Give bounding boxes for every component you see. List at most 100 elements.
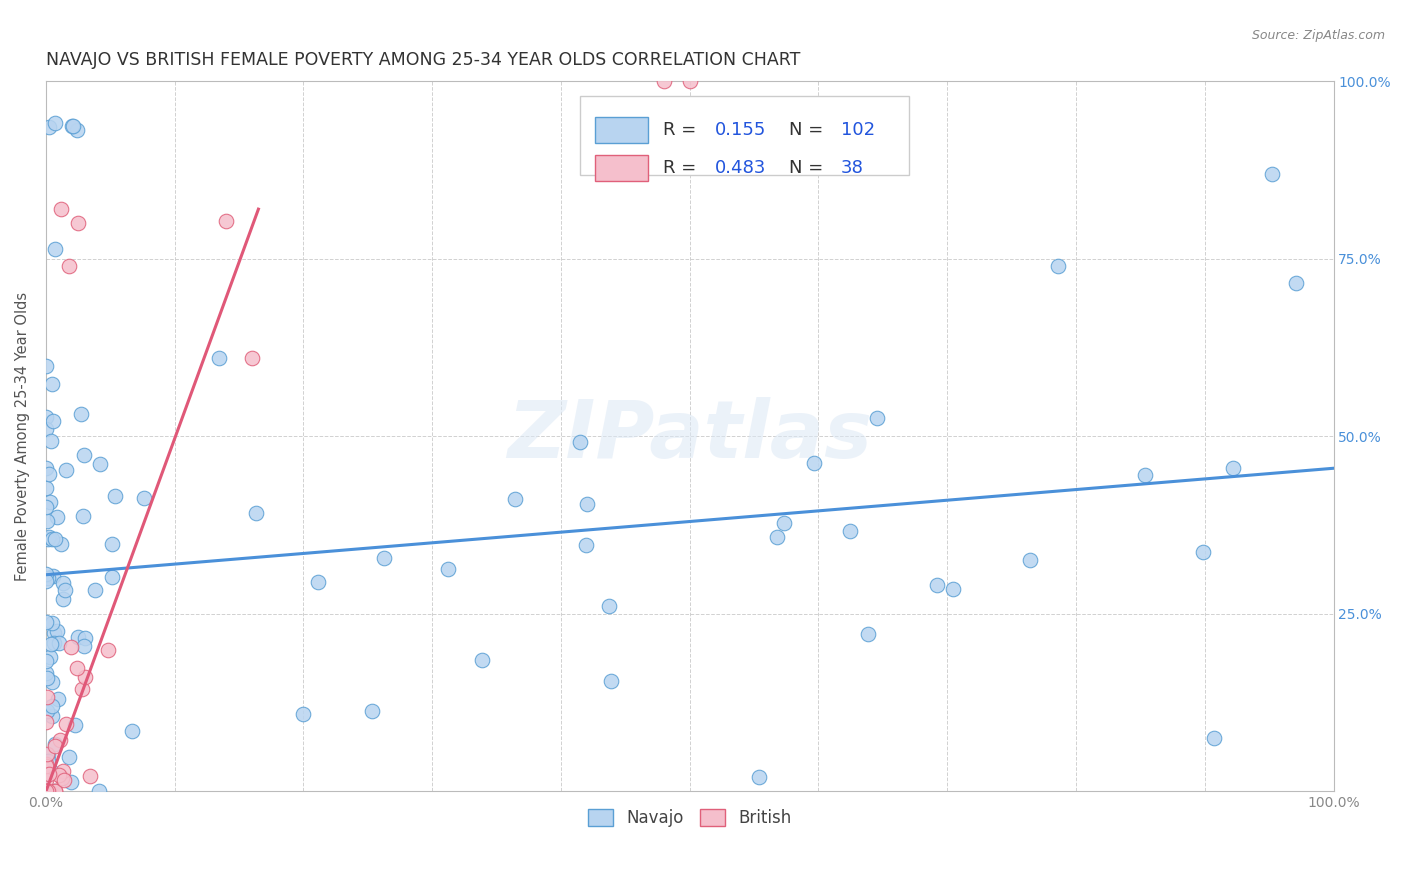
Point xyxy=(1019,553,1042,567)
Point xyxy=(45,624,67,638)
Point xyxy=(35,671,58,685)
Point xyxy=(53,582,76,597)
Point xyxy=(44,784,66,798)
Point xyxy=(208,351,231,365)
Point xyxy=(927,578,949,592)
Point xyxy=(69,407,91,421)
Point xyxy=(35,769,58,783)
Point xyxy=(569,435,592,450)
Point xyxy=(1133,468,1156,483)
Point xyxy=(51,202,73,216)
Point xyxy=(121,724,143,739)
Point xyxy=(41,568,63,582)
Point xyxy=(65,717,87,731)
Point xyxy=(46,510,69,524)
Point xyxy=(73,448,96,462)
Point xyxy=(866,411,889,425)
Point xyxy=(1202,731,1225,746)
Point xyxy=(39,495,62,509)
Point xyxy=(58,750,80,764)
Point xyxy=(35,359,58,373)
Point xyxy=(240,351,263,365)
Point xyxy=(35,500,58,514)
Point xyxy=(38,467,60,481)
Point xyxy=(44,242,66,256)
Text: 38: 38 xyxy=(841,159,863,177)
Point xyxy=(215,214,238,228)
Point xyxy=(49,733,72,747)
Point xyxy=(245,506,267,520)
FancyBboxPatch shape xyxy=(581,95,908,175)
Point xyxy=(44,635,66,649)
Point xyxy=(51,771,73,785)
Text: N =: N = xyxy=(789,159,824,177)
Point xyxy=(44,625,66,640)
Point xyxy=(35,757,58,772)
Point xyxy=(361,705,384,719)
Point xyxy=(44,784,66,798)
Point xyxy=(58,259,80,273)
FancyBboxPatch shape xyxy=(595,117,648,143)
Point xyxy=(35,714,58,729)
Point xyxy=(59,640,82,654)
Point xyxy=(37,747,59,762)
Point xyxy=(599,674,621,689)
Point xyxy=(291,707,314,722)
Point xyxy=(35,773,58,788)
Point xyxy=(75,670,97,684)
Point xyxy=(35,784,58,798)
Point xyxy=(39,637,62,651)
Point xyxy=(67,216,90,230)
Point xyxy=(35,409,58,424)
Point xyxy=(39,434,62,449)
Legend: Navajo, British: Navajo, British xyxy=(581,803,799,834)
Point xyxy=(66,661,89,675)
Point xyxy=(773,516,796,530)
Text: R =: R = xyxy=(664,120,696,139)
Point xyxy=(35,747,58,762)
Point xyxy=(72,508,94,523)
Point xyxy=(575,538,598,552)
Point xyxy=(104,490,127,504)
Point xyxy=(373,551,395,566)
Point xyxy=(44,739,66,753)
Point xyxy=(38,649,60,664)
Point xyxy=(35,481,58,495)
Point xyxy=(35,422,58,436)
Point xyxy=(437,562,460,576)
Point xyxy=(38,120,60,134)
Point xyxy=(62,119,84,133)
Point xyxy=(35,566,58,581)
Point xyxy=(44,737,66,751)
Point xyxy=(35,784,58,798)
Point xyxy=(67,630,90,644)
Point xyxy=(37,784,59,798)
Point xyxy=(52,576,75,591)
Point xyxy=(839,524,862,538)
Point xyxy=(765,530,787,544)
Point xyxy=(100,537,122,551)
Point xyxy=(652,74,675,88)
Point xyxy=(1260,167,1282,181)
Point xyxy=(39,784,62,798)
Point xyxy=(100,570,122,584)
Point xyxy=(37,754,59,768)
Point xyxy=(41,709,63,723)
Point xyxy=(52,591,75,606)
Text: ZIPatlas: ZIPatlas xyxy=(508,397,872,475)
Point xyxy=(87,784,110,798)
Point xyxy=(803,457,825,471)
Point xyxy=(79,769,101,783)
Point xyxy=(41,675,63,690)
Point xyxy=(59,775,82,789)
Point xyxy=(1222,461,1244,475)
Point xyxy=(35,574,58,588)
Point xyxy=(55,717,77,731)
Point xyxy=(41,615,63,630)
Point xyxy=(41,532,63,546)
Point xyxy=(37,533,59,547)
Point xyxy=(55,463,77,477)
Point xyxy=(97,642,120,657)
Point xyxy=(38,766,60,780)
Point xyxy=(39,764,62,778)
